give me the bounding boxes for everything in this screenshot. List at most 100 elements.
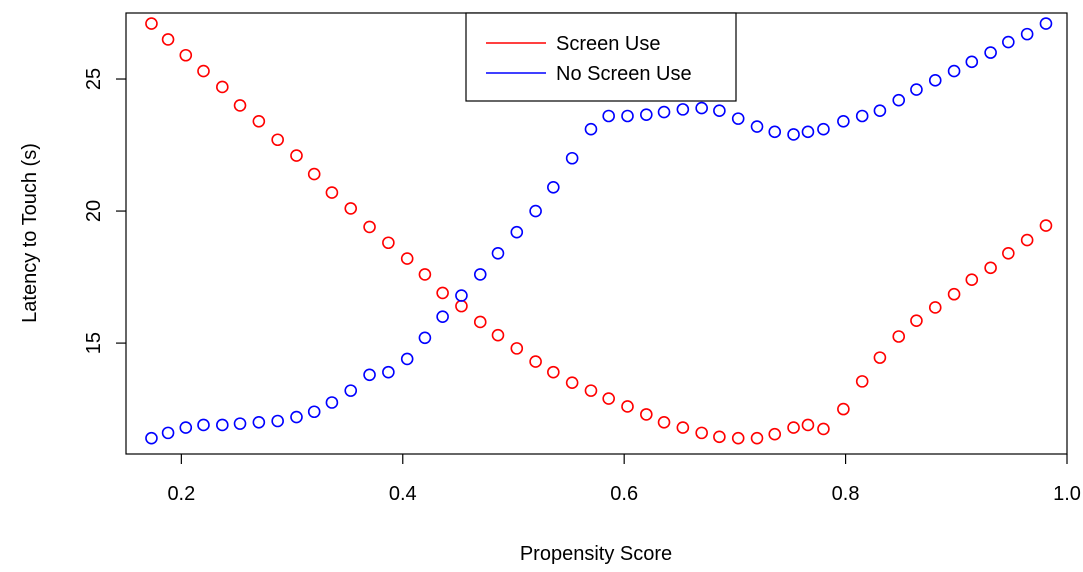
- series-no-screen-use: [145, 17, 1053, 445]
- data-point-screen-use: [1039, 219, 1053, 232]
- legend-label-no-screen-use: No Screen Use: [556, 63, 692, 85]
- data-point-screen-use: [731, 431, 745, 445]
- data-point-screen-use: [1002, 247, 1015, 260]
- data-point-screen-use: [400, 252, 414, 265]
- data-point-screen-use: [307, 167, 321, 181]
- data-point-screen-use: [750, 431, 764, 445]
- legend: Screen Use No Screen Use: [465, 12, 737, 102]
- data-point-screen-use: [436, 286, 449, 300]
- data-point-no-screen-use: [455, 289, 468, 302]
- series-screen-use: [145, 17, 1053, 445]
- data-point-screen-use: [837, 402, 850, 416]
- y-axis: 15 20 25: [83, 68, 126, 354]
- data-point-screen-use: [197, 64, 210, 78]
- data-point-no-screen-use: [510, 225, 524, 239]
- data-point-no-screen-use: [640, 108, 653, 121]
- data-point-no-screen-use: [801, 125, 815, 139]
- data-point-screen-use: [787, 421, 800, 434]
- data-point-no-screen-use: [271, 414, 284, 428]
- data-point-screen-use: [216, 80, 229, 94]
- data-point-no-screen-use: [400, 352, 414, 366]
- x-tick-label: 0.8: [832, 483, 860, 505]
- data-point-screen-use: [271, 133, 284, 147]
- data-point-no-screen-use: [418, 331, 432, 345]
- data-point-no-screen-use: [307, 405, 321, 419]
- data-point-screen-use: [363, 220, 376, 234]
- data-point-screen-use: [892, 330, 906, 343]
- data-point-screen-use: [657, 416, 671, 429]
- data-point-no-screen-use: [382, 365, 395, 379]
- data-point-no-screen-use: [529, 204, 542, 218]
- data-point-screen-use: [910, 314, 923, 327]
- data-point-screen-use: [947, 287, 961, 301]
- data-point-screen-use: [873, 351, 887, 364]
- data-point-screen-use: [510, 342, 524, 355]
- data-point-screen-use: [695, 426, 708, 440]
- data-point-no-screen-use: [584, 122, 598, 136]
- data-point-screen-use: [529, 355, 542, 368]
- data-point-screen-use: [491, 328, 505, 342]
- data-point-screen-use: [290, 149, 303, 162]
- data-point-screen-use: [344, 202, 358, 215]
- data-point-no-screen-use: [363, 368, 376, 382]
- data-point-no-screen-use: [216, 418, 229, 432]
- data-point-no-screen-use: [547, 180, 560, 194]
- y-tick-label: 15: [83, 332, 105, 354]
- data-point-no-screen-use: [750, 120, 764, 133]
- x-tick-label: 0.2: [167, 483, 195, 505]
- data-point-no-screen-use: [731, 112, 745, 125]
- data-point-screen-use: [801, 418, 815, 432]
- y-tick-label: 25: [83, 68, 105, 90]
- data-point-no-screen-use: [1002, 35, 1015, 49]
- data-point-no-screen-use: [491, 247, 505, 260]
- data-point-no-screen-use: [713, 104, 726, 118]
- data-point-screen-use: [621, 400, 634, 413]
- data-point-no-screen-use: [768, 125, 782, 139]
- data-point-screen-use: [713, 430, 726, 444]
- data-point-no-screen-use: [179, 421, 193, 434]
- data-point-screen-use: [252, 114, 266, 128]
- data-point-no-screen-use: [1020, 27, 1034, 41]
- data-point-no-screen-use: [910, 83, 923, 96]
- data-point-no-screen-use: [161, 426, 175, 440]
- data-point-screen-use: [768, 427, 782, 441]
- data-point-no-screen-use: [676, 103, 690, 116]
- data-points: [145, 17, 1053, 445]
- legend-label-screen-use: Screen Use: [556, 33, 661, 55]
- data-point-screen-use: [418, 268, 432, 281]
- x-tick-label: 0.6: [610, 483, 638, 505]
- data-point-no-screen-use: [947, 64, 961, 78]
- data-point-no-screen-use: [344, 384, 358, 397]
- data-point-screen-use: [161, 33, 175, 46]
- legend-box: [465, 12, 737, 102]
- data-point-screen-use: [676, 421, 690, 434]
- data-point-no-screen-use: [1039, 17, 1053, 30]
- data-point-screen-use: [382, 236, 395, 250]
- data-point-no-screen-use: [602, 109, 615, 123]
- data-point-no-screen-use: [145, 431, 158, 445]
- data-point-no-screen-use: [621, 109, 634, 123]
- data-point-screen-use: [547, 365, 560, 379]
- data-point-no-screen-use: [657, 105, 671, 119]
- data-point-no-screen-use: [565, 151, 579, 165]
- data-point-screen-use: [928, 301, 942, 314]
- data-point-no-screen-use: [837, 114, 850, 128]
- data-point-no-screen-use: [436, 310, 449, 323]
- data-point-no-screen-use: [855, 109, 869, 123]
- data-point-no-screen-use: [473, 268, 487, 281]
- data-point-screen-use: [584, 384, 598, 397]
- data-point-no-screen-use: [325, 396, 339, 409]
- data-point-no-screen-use: [252, 416, 266, 429]
- data-point-no-screen-use: [233, 417, 247, 430]
- data-point-screen-use: [817, 422, 830, 436]
- data-point-no-screen-use: [892, 93, 906, 107]
- data-point-screen-use: [602, 392, 615, 405]
- data-point-no-screen-use: [928, 74, 942, 87]
- data-point-no-screen-use: [197, 418, 210, 432]
- y-axis-title: Latency to Touch (s): [19, 143, 41, 323]
- data-point-screen-use: [640, 408, 653, 421]
- data-point-screen-use: [855, 375, 869, 388]
- x-tick-label: 0.4: [389, 483, 417, 505]
- data-point-screen-use: [145, 17, 158, 30]
